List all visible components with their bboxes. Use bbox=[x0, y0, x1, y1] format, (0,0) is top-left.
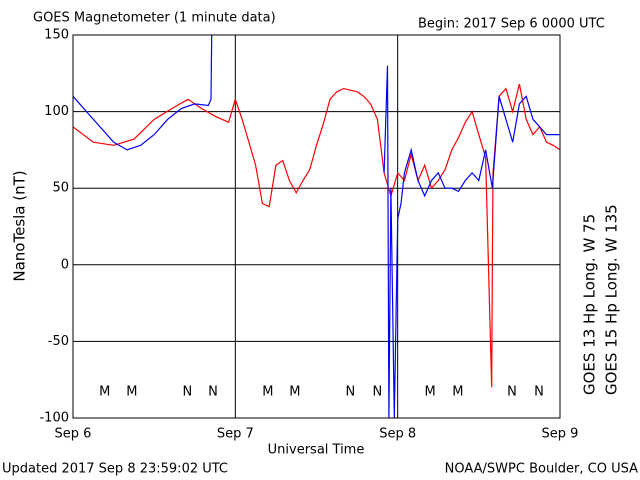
annotation: M bbox=[289, 385, 300, 400]
annotation: M bbox=[452, 385, 463, 400]
footer-left: Updated 2017 Sep 8 23:59:02 UTC bbox=[2, 462, 228, 477]
x-tick-label: Sep 8 bbox=[379, 427, 416, 442]
series-line bbox=[73, 35, 213, 151]
legend-entry: GOES 13 Hp Long. W 75 bbox=[581, 214, 599, 395]
annotation: M bbox=[126, 385, 137, 400]
y-tick-label: 50 bbox=[52, 181, 69, 196]
annotation: M bbox=[425, 385, 436, 400]
x-tick-label: Sep 6 bbox=[55, 427, 92, 442]
chart-subtitle: Begin: 2017 Sep 6 0000 UTC bbox=[418, 17, 605, 32]
y-tick-label: 100 bbox=[44, 104, 69, 119]
chart-title: GOES Magnetometer (1 minute data) bbox=[33, 11, 276, 26]
y-tick-label: 150 bbox=[44, 28, 69, 43]
y-tick-label: 0 bbox=[61, 257, 69, 272]
annotation: N bbox=[373, 385, 383, 400]
annotation: M bbox=[262, 385, 273, 400]
x-axis-label: Universal Time bbox=[268, 443, 365, 458]
annotation: M bbox=[99, 385, 110, 400]
annotation: N bbox=[345, 385, 355, 400]
y-axis-label: NanoTesla (nT) bbox=[11, 170, 29, 281]
series-line bbox=[383, 65, 560, 418]
x-tick-label: Sep 9 bbox=[542, 427, 579, 442]
legend-entry: GOES 15 Hp Long. W 135 bbox=[603, 204, 621, 395]
annotation: N bbox=[182, 385, 192, 400]
annotation: N bbox=[534, 385, 544, 400]
y-tick-label: -100 bbox=[39, 411, 69, 426]
y-tick-label: -50 bbox=[48, 334, 69, 349]
annotation: N bbox=[208, 385, 218, 400]
annotation: N bbox=[507, 385, 517, 400]
plot-frame bbox=[72, 34, 561, 419]
footer-right: NOAA/SWPC Boulder, CO USA bbox=[445, 462, 638, 477]
x-tick-label: Sep 7 bbox=[217, 427, 254, 442]
